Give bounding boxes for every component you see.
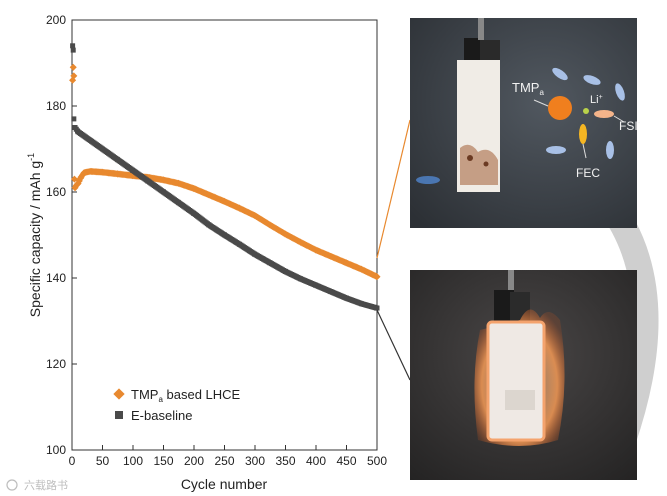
legend-label-baseline: E-baseline <box>131 408 192 423</box>
legend-label-tmpa-sub: a <box>158 395 163 404</box>
legend-label-tmpa-rest: based LHCE <box>163 387 241 402</box>
label-fsi-main: FSI <box>619 119 638 133</box>
x-tick-label: 250 <box>214 454 234 468</box>
label-li: Li+ <box>590 94 603 106</box>
y-tick-label: 140 <box>46 271 66 285</box>
connector-bottom <box>376 309 411 381</box>
strip-shadow <box>505 390 535 410</box>
clip-bottom-wire <box>508 270 514 290</box>
y-axis-label: Specific capacity / mAh g-1 <box>26 153 43 317</box>
label-fsi-sup: - <box>638 118 641 127</box>
y-tick-label: 180 <box>46 99 66 113</box>
legend-label-tmpa: TMPa based LHCE <box>131 387 241 404</box>
y-axis-label-superscript: -1 <box>26 153 36 161</box>
x-tick-label: 500 <box>367 454 387 468</box>
x-tick-label: 150 <box>153 454 173 468</box>
data-point-e-baseline <box>70 47 76 53</box>
y-tick-label: 200 <box>46 13 66 27</box>
x-tick-label: 450 <box>336 454 356 468</box>
clip-bottom-1 <box>494 290 514 328</box>
label-fec: FEC <box>576 166 600 180</box>
fsi-anion-central <box>594 110 614 118</box>
data-point-e-baseline <box>71 116 77 122</box>
connector-top <box>376 119 411 259</box>
x-tick-label: 400 <box>306 454 326 468</box>
watermark: 六载路书 <box>6 479 68 492</box>
watermark-text: 六载路书 <box>24 479 68 492</box>
x-tick-label: 0 <box>69 454 76 468</box>
capacity-chart: 100 120 140 160 180 200 0 50 100 150 200 250 300 350… <box>26 13 387 492</box>
fsi-anion-5 <box>606 141 614 159</box>
watermark-icon <box>6 479 18 491</box>
x-tick-label: 200 <box>184 454 204 468</box>
x-tick-label: 100 <box>123 454 143 468</box>
fsi-pointer <box>613 115 625 123</box>
data-point-e-baseline <box>374 305 380 311</box>
clip-top-wire <box>478 18 484 40</box>
data-point-tmpa-lhce <box>69 63 77 71</box>
x-tick-label: 350 <box>275 454 295 468</box>
fsi-anion-1 <box>552 67 568 81</box>
x-axis-label: Cycle number <box>181 476 268 492</box>
photo-bottom <box>410 270 637 480</box>
burn-spot-2 <box>483 161 489 167</box>
y-axis-label-main: Specific capacity / mAh g <box>27 161 43 317</box>
x-tick-label: 300 <box>245 454 265 468</box>
solvation-schematic: TMPa Li+ FSI- FEC <box>512 67 641 180</box>
legend-label-tmpa-main: TMP <box>131 387 158 402</box>
series-layer <box>69 43 381 311</box>
label-tmpa: TMPa <box>512 80 544 97</box>
legend: TMPa based LHCE E-baseline <box>113 387 241 423</box>
data-point-tmpa-lhce <box>70 72 78 80</box>
tmpa-pointer <box>533 99 549 107</box>
x-axis: 0 50 100 150 200 250 300 350 400 450 500 <box>69 445 387 468</box>
x-tick-label: 50 <box>96 454 110 468</box>
fsi-anion-2 <box>583 75 601 85</box>
data-point-e-baseline <box>70 43 76 49</box>
separator-strip-bottom <box>486 320 546 442</box>
y-axis: 100 120 140 160 180 200 <box>46 13 77 457</box>
fsi-anion-3 <box>615 83 625 101</box>
label-tmpa-sub: a <box>539 88 544 97</box>
fsi-anion-4 <box>546 146 566 154</box>
legend-marker-baseline <box>115 411 123 419</box>
y-tick-label: 120 <box>46 357 66 371</box>
label-li-main: Li <box>590 94 599 106</box>
legend-marker-tmpa <box>113 388 125 400</box>
label-li-sup: + <box>599 94 603 101</box>
burn-mark-top <box>460 144 498 185</box>
li-ion-icon <box>583 108 589 114</box>
photo-top-background <box>410 18 637 228</box>
label-fsi: FSI- <box>619 118 641 133</box>
data-point-tmpa-lhce <box>373 273 381 281</box>
fec-molecule-icon <box>579 124 587 144</box>
y-tick-label: 160 <box>46 185 66 199</box>
label-tmpa-main: TMP <box>512 80 539 95</box>
tmpa-molecule-icon <box>548 96 572 120</box>
y-tick-label: 100 <box>46 443 66 457</box>
fec-pointer <box>582 143 587 159</box>
blue-flame <box>416 176 440 184</box>
burn-spot-1 <box>467 155 473 161</box>
photo-top: TMPa Li+ FSI- FEC <box>410 18 641 228</box>
